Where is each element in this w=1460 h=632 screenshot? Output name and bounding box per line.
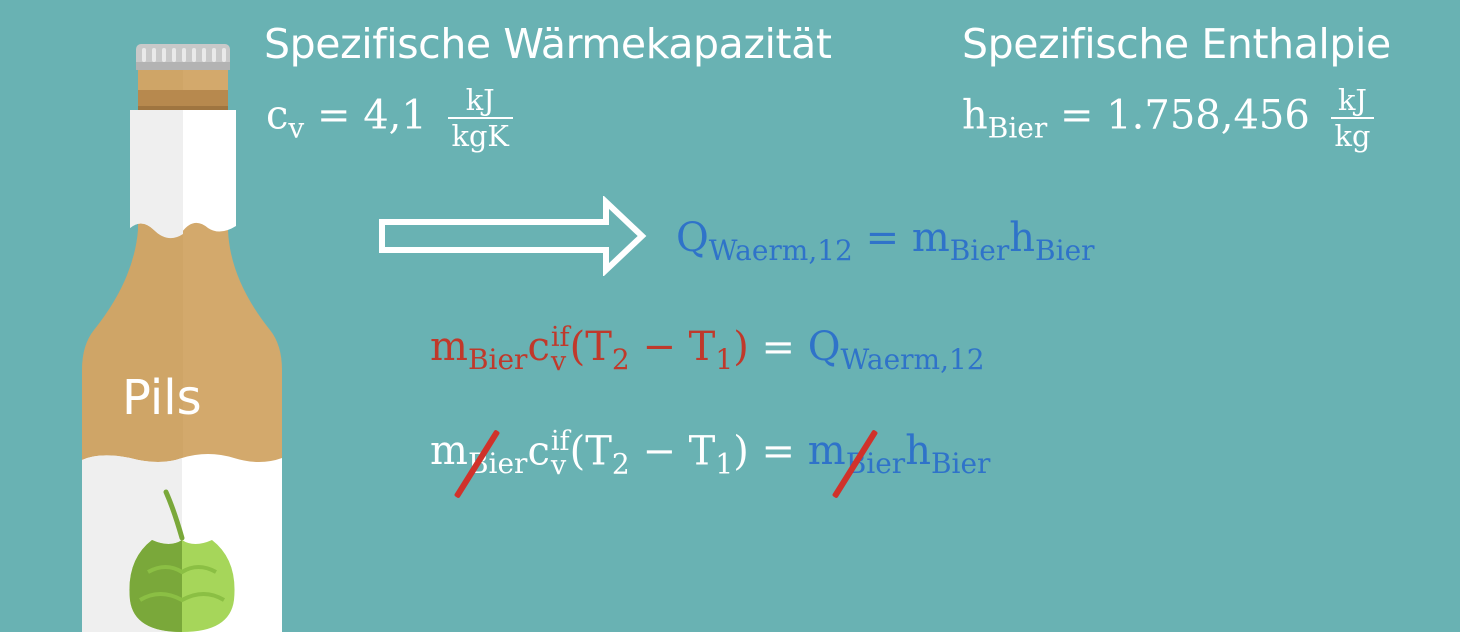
cv-value: 4,1: [363, 92, 427, 139]
eq1-q-subscript: Waerm,12: [708, 233, 853, 267]
eq2-t2: 2: [611, 343, 630, 377]
right-arrow-icon: [379, 196, 647, 276]
eq1-equals: =: [865, 215, 900, 261]
eq3-m-bier-cancelled: mBier: [430, 428, 527, 500]
cv-unit-fraction: kJ kgK: [447, 86, 513, 153]
eq3-close: ): [733, 428, 749, 475]
eq2-close: ): [733, 324, 749, 371]
equation-mass-cancelled: mBier c if v (T2 − T1) = mBier hBier: [430, 426, 990, 500]
eq1-h: h: [1009, 215, 1036, 261]
eq2-c: c: [527, 324, 550, 371]
eq1-m: m: [911, 215, 950, 261]
cv-subscript: v: [288, 111, 305, 145]
eq1-q: Q: [676, 215, 709, 261]
h-equals: =: [1059, 92, 1094, 139]
cv-unit-denominator: kgK: [451, 118, 509, 153]
hop-icon: [129, 489, 235, 632]
eq3-c-indices: if v: [550, 426, 570, 482]
eq3-t1: 1: [715, 447, 734, 481]
equation-heat-enthalpy: QWaerm,12 = mBierhBier: [676, 218, 1095, 265]
eq3-t2: 2: [611, 447, 630, 481]
eq3-equals: =: [761, 428, 796, 475]
eq3-minus: − T: [629, 428, 716, 475]
eq2-paren: (T: [569, 324, 612, 371]
eq2-t1: 1: [715, 343, 734, 377]
eq2-equals: =: [761, 324, 796, 371]
eq2-c-indices: if v: [550, 322, 570, 378]
h-symbol: h: [962, 92, 988, 139]
h-unit-denominator: kg: [1334, 118, 1371, 153]
bottle-label-text: Pils: [122, 370, 202, 426]
eq2-q-subscript: Waerm,12: [840, 343, 985, 377]
eq2-c-superscript: if: [550, 322, 570, 353]
eq2-m-subscript: Bier: [467, 343, 528, 377]
eq3-h-subscript: Bier: [930, 447, 991, 481]
eq3-c-subscript: v: [550, 450, 567, 482]
beer-bottle-illustration: [82, 44, 282, 632]
eq3-m2-cancelled: mBier: [807, 428, 905, 500]
heading-heat-capacity: Spezifische Wärmekapazität: [264, 20, 832, 68]
eq1-h-subscript: Bier: [1035, 233, 1095, 267]
h-unit-numerator: kJ: [1330, 86, 1375, 119]
eq3-c: c: [527, 428, 550, 475]
formula-heat-capacity: cv = 4,1 kJ kgK: [266, 86, 513, 151]
h-subscript: Bier: [987, 111, 1048, 145]
cv-symbol: c: [266, 92, 289, 139]
eq3-h: h: [905, 428, 931, 475]
eq3-m2: m: [807, 428, 846, 475]
cv-unit-numerator: kJ: [447, 86, 513, 119]
eq2-q: Q: [807, 324, 841, 371]
eq2-minus: − T: [629, 324, 716, 371]
h-unit-fraction: kJ kg: [1330, 86, 1375, 153]
eq3-c-superscript: if: [550, 426, 570, 457]
h-value: 1.758,456: [1106, 92, 1310, 139]
eq3-m: m: [430, 428, 468, 475]
eq2-rhs: QWaerm,12: [807, 324, 985, 373]
equation-energy-balance: mBierc if v (T2 − T1) = QWaerm,12: [430, 324, 985, 376]
eq2-c-subscript: v: [550, 346, 567, 378]
heading-enthalpy: Spezifische Enthalpie: [962, 20, 1391, 68]
eq2-lhs: mBierc if v (T2 − T1): [430, 324, 762, 376]
eq2-m: m: [430, 324, 468, 371]
eq3-paren: (T: [569, 428, 612, 475]
cv-equals: =: [316, 92, 351, 139]
eq1-m-subscript: Bier: [949, 233, 1010, 267]
eq3-rhs: mBier hBier: [808, 428, 990, 500]
formula-enthalpy: hBier = 1.758,456 kJ kg: [962, 86, 1375, 153]
